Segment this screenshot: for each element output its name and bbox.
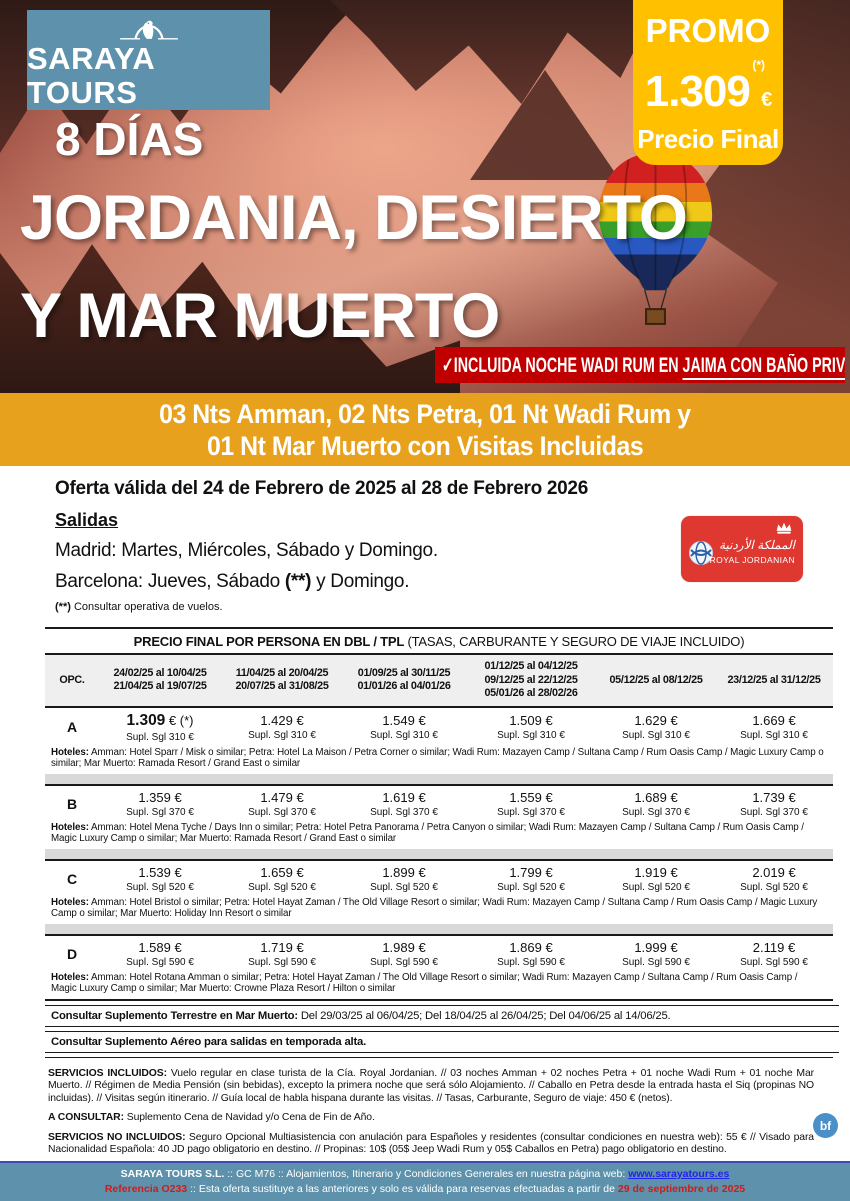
hotels-row-a: Hoteles: Amman: Hotel Sparr / Misk o sim… [51,746,824,770]
price-cell: 1.989 € Supl. Sgl 590 € [370,939,438,968]
price-table: PRECIO FINAL POR PERSONA EN DBL / TPL (T… [45,627,833,1001]
price-cell: 1.869 € Supl. Sgl 590 € [497,939,565,968]
flights-footnote: (**) Consultar operativa de vuelos. [55,601,223,613]
intro-section: Oferta válida del 24 de Febrero de 2025 … [0,478,850,613]
saraya-tours-logo: SARAYA TOURS [27,10,270,110]
servicios-no-incluidos: SERVICIOS NO INCLUIDOS: Seguro Opcional … [48,1131,814,1156]
banner-line2: 01 Nt Mar Muerto con Visitas Incluidas [206,430,644,461]
royal-jordanian-logo: المملكة الأردنية ROYAL JORDANIAN [681,516,803,582]
barcelona-departures: Barcelona: Jueves, Sábado (**) y Domingo… [55,571,410,592]
mountain-ridge [330,0,660,104]
price-cell: 1.669 € Supl. Sgl 310 € [740,713,808,741]
price-cell: 1.899 € Supl. Sgl 520 € [370,864,438,893]
itinerary-banner: 03 Nts Amman, 02 Nts Petra, 01 Nt Wadi R… [0,393,850,466]
table-row-a: A 1.309 € (*) Supl. Sgl 310 € 1.429 € Supl… [45,708,833,745]
column-header: 05/12/25 al 08/12/25 [609,673,703,686]
opc-header: OPC. [59,673,85,686]
column-header: 01/12/25 al 04/12/25 09/12/25 al 22/12/25… [484,660,578,699]
check-icon: ✓ [441,353,454,377]
madrid-departures: Madrid: Martes, Miércoles, Sábado y Domi… [55,540,438,561]
hero-photo: SARAYA TOURS 8 DÍAS JORDANIA, DESIERTO Y… [0,0,850,393]
row-separator [45,923,833,936]
falcon-icon [119,20,178,40]
reference-code: Referencia O233 [104,1183,188,1195]
hot-air-balloon-icon [598,152,713,325]
column-header: 24/02/25 al 10/04/25 21/04/25 al 19/07/25 [113,666,207,693]
table-row-c: C 1.539 € Supl. Sgl 520 € 1.659 € Supl. Sg… [45,861,833,895]
ribbon-text: INCLUIDA NOCHE WADI RUM EN [453,353,683,377]
price-cell: 1.719 € Supl. Sgl 590 € [248,939,316,968]
table-header-row: OPC. 24/02/25 al 10/04/25 21/04/25 al 19/… [45,655,833,708]
divider [45,1056,833,1058]
column-header: 11/04/25 al 20/04/25 20/07/25 al 31/08/25 [235,666,329,693]
promo-final-label: Precio Final [637,124,779,154]
hotels-row-d: Hoteles: Amman: Hotel Rotana Amman o sim… [45,970,833,1001]
price-cell: 1.539 € Supl. Sgl 520 € [126,864,194,893]
price-cell: 1.739 € Supl. Sgl 370 € [740,789,808,818]
content: Oferta válida del 24 de Febrero de 2025 … [0,466,850,1201]
price-cell: 1.549 € Supl. Sgl 310 € [370,713,438,741]
included-ribbon: ✓INCLUIDA NOCHE WADI RUM EN JAIMA CON BA… [435,347,845,383]
servicios-incluidos: SERVICIOS INCLUIDOS: Vuelo regular en cl… [48,1067,814,1104]
footer-line1: SARAYA TOURS S.L. :: GC M76 :: Alojamien… [120,1168,730,1180]
table-title: PRECIO FINAL POR PERSONA EN DBL / TPL (T… [45,629,833,655]
terrestre-note: Consultar Suplemento Terrestre en Mar Mu… [45,1004,839,1027]
price-cell: 1.999 € Supl. Sgl 590 € [622,939,690,968]
footer: SARAYA TOURS S.L. :: GC M76 :: Alojamien… [0,1161,850,1201]
hotels-row-b: Hoteles: Amman: Hotel Mena Tyche / Days … [51,821,804,845]
globe-icon [689,541,713,565]
validity-text: Oferta válida del 24 de Febrero de 2025 … [55,478,588,499]
a-consultar: A CONSULTAR: Suplemento Cena de Navidad … [48,1112,375,1124]
promo-price: 1.309 € [644,67,772,116]
airline-arabic-name: المملكة الأردنية [719,538,795,552]
crown-icon [776,522,792,534]
price-cell: 1.429 € Supl. Sgl 310 € [248,713,316,741]
footer-line2: Referencia O233 :: Esta oferta sustituye… [104,1183,746,1195]
column-header: 01/09/25 al 30/11/25 01/01/26 al 04/01/26 [357,666,451,693]
row-separator [45,773,833,786]
price-cell: 1.919 € Supl. Sgl 520 € [622,864,690,893]
price-cell: 1.629 € Supl. Sgl 310 € [622,713,690,741]
promo-asterisk: (*) [752,58,765,72]
hotels-row-c: Hoteles: Amman: Hotel Bristol o similar;… [51,896,818,920]
brand-name: SARAYA TOURS [27,41,155,110]
price-cell: 2.019 € Supl. Sgl 520 € [740,864,808,893]
main-title-line2: Y MAR MUERTO [20,281,500,351]
main-title-line1: JORDANIA, DESIERTO [20,183,688,253]
price-cell: 1.659 € Supl. Sgl 520 € [248,864,316,893]
row-separator [45,848,833,861]
price-cell: 1.559 € Supl. Sgl 370 € [497,789,565,818]
website-link[interactable]: www.sarayatours.es [628,1168,730,1180]
table-row-d: D 1.589 € Supl. Sgl 590 € 1.719 € Supl. Sg… [45,936,833,970]
price-cell: 1.309 € (*) Supl. Sgl 310 € [126,711,194,743]
price-cell: 1.359 € Supl. Sgl 370 € [126,789,194,818]
offer-start-date: 29 de septiembre de 2025 [617,1183,746,1195]
price-cell: 1.619 € Supl. Sgl 370 € [370,789,438,818]
ribbon-underlined-text: JAIMA CON BAÑO PRIVADO [682,353,845,380]
days-label: 8 DÍAS [55,113,204,165]
price-cell: 1.689 € Supl. Sgl 370 € [622,789,690,818]
aereo-note: Consultar Suplemento Aéreo para salidas … [45,1030,839,1053]
price-cell: 1.799 € Supl. Sgl 520 € [497,864,565,893]
banner-line1: 03 Nts Amman, 02 Nts Petra, 01 Nt Wadi R… [159,398,691,429]
price-cell: 2.119 € Supl. Sgl 590 € [740,939,808,968]
promo-label: PROMO [645,12,771,49]
promo-price-box: PROMO (*) 1.309 € Precio Final [633,0,783,165]
table-row-b: B 1.359 € Supl. Sgl 370 € 1.479 € Supl. Sg… [45,786,833,820]
price-cell: 1.509 € Supl. Sgl 310 € [497,713,565,741]
salidas-heading: Salidas [55,510,119,530]
bf-badge-icon: bf [813,1113,838,1138]
airline-name: ROYAL JORDANIAN [709,555,795,565]
price-cell: 1.589 € Supl. Sgl 590 € [126,939,194,968]
price-cell: 1.479 € Supl. Sgl 370 € [248,789,316,818]
column-header: 23/12/25 al 31/12/25 [727,673,821,686]
